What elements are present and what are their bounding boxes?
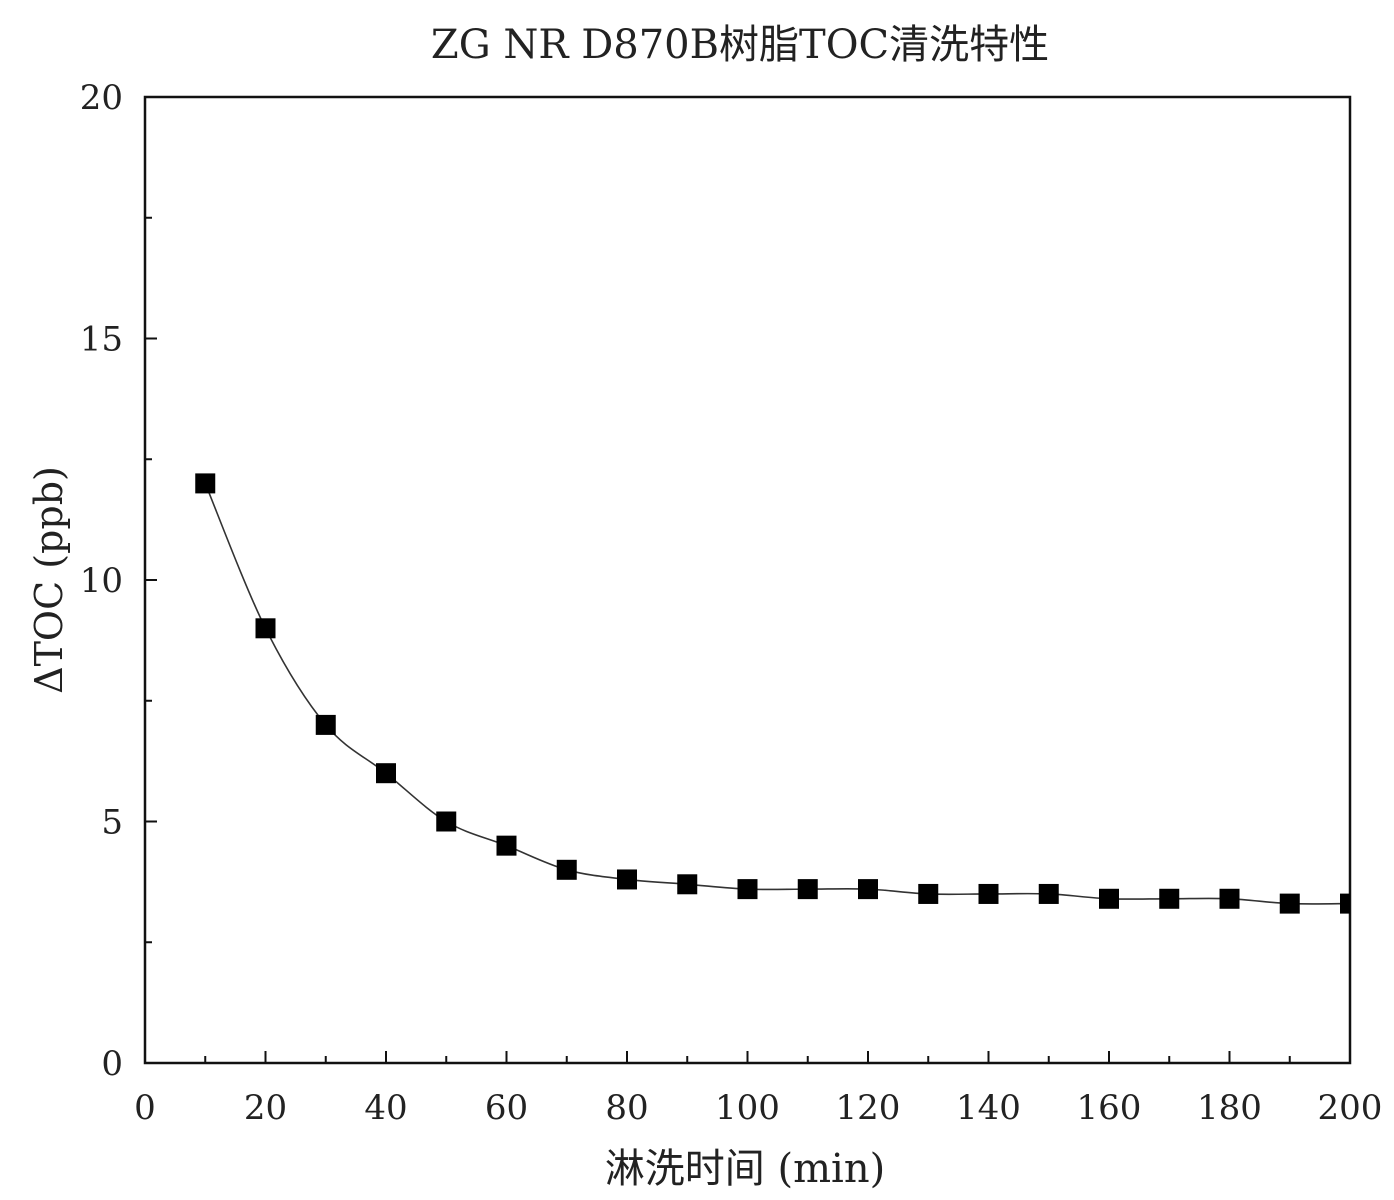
data-point <box>737 879 758 900</box>
x-tick-label: 20 <box>244 1088 287 1128</box>
plot-frame <box>143 95 1352 1065</box>
y-tick-label: 10 <box>80 561 123 601</box>
y-tick-label: 0 <box>101 1044 123 1084</box>
data-point <box>797 879 818 900</box>
x-tick-label: 160 <box>1077 1088 1142 1128</box>
chart-title: ZG NR D870B树脂TOC清洗特性 <box>431 22 1049 68</box>
y-tick-label: 15 <box>80 320 123 360</box>
x-tick-label: 200 <box>1318 1088 1383 1128</box>
data-point <box>617 869 637 890</box>
x-tick-label: 60 <box>485 1088 528 1128</box>
data-point <box>195 473 216 494</box>
y-tick-label: 20 <box>80 78 123 118</box>
data-point <box>918 883 939 904</box>
x-tick-label: 0 <box>134 1088 156 1128</box>
series-line <box>204 483 1350 905</box>
data-point <box>677 874 698 895</box>
x-axis-label: 淋洗时间 (min) <box>605 1146 885 1192</box>
data-point <box>1099 888 1119 909</box>
data-point <box>436 811 457 832</box>
data-point <box>1279 893 1300 914</box>
y-axis-label: ΔTOC (ppb) <box>27 466 71 694</box>
data-point <box>1219 888 1240 909</box>
x-tick-label: 140 <box>956 1088 1021 1128</box>
data-point <box>255 618 276 639</box>
data-point <box>858 879 878 900</box>
x-tick-label: 100 <box>715 1088 780 1128</box>
x-tick-label: 40 <box>364 1088 407 1128</box>
series <box>195 473 1350 914</box>
data-point <box>376 763 396 784</box>
data-point <box>496 835 517 856</box>
data-point <box>315 714 336 735</box>
x-tick-label: 80 <box>605 1088 648 1128</box>
data-point <box>1340 893 1350 914</box>
data-point <box>1159 888 1180 909</box>
x-tick-label: 120 <box>836 1088 901 1128</box>
data-point <box>556 859 577 880</box>
y-tick-label: 5 <box>101 803 123 843</box>
x-tick-label: 180 <box>1197 1088 1262 1128</box>
data-point <box>978 883 999 904</box>
axes: 0 20 40 60 80 100 120 140 160 180 200 0 5 10 15 20 <box>80 78 1383 1128</box>
data-point <box>1038 883 1059 904</box>
